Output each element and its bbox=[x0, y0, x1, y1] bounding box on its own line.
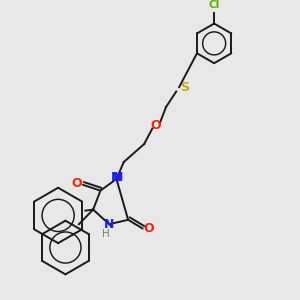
Text: N: N bbox=[113, 171, 123, 184]
Text: Cl: Cl bbox=[208, 0, 220, 11]
Text: N: N bbox=[104, 218, 114, 231]
Text: O: O bbox=[151, 118, 161, 131]
Text: N: N bbox=[111, 171, 122, 184]
Text: S: S bbox=[180, 81, 189, 94]
Text: H: H bbox=[102, 229, 110, 238]
Text: O: O bbox=[71, 177, 82, 190]
Text: O: O bbox=[144, 222, 154, 235]
